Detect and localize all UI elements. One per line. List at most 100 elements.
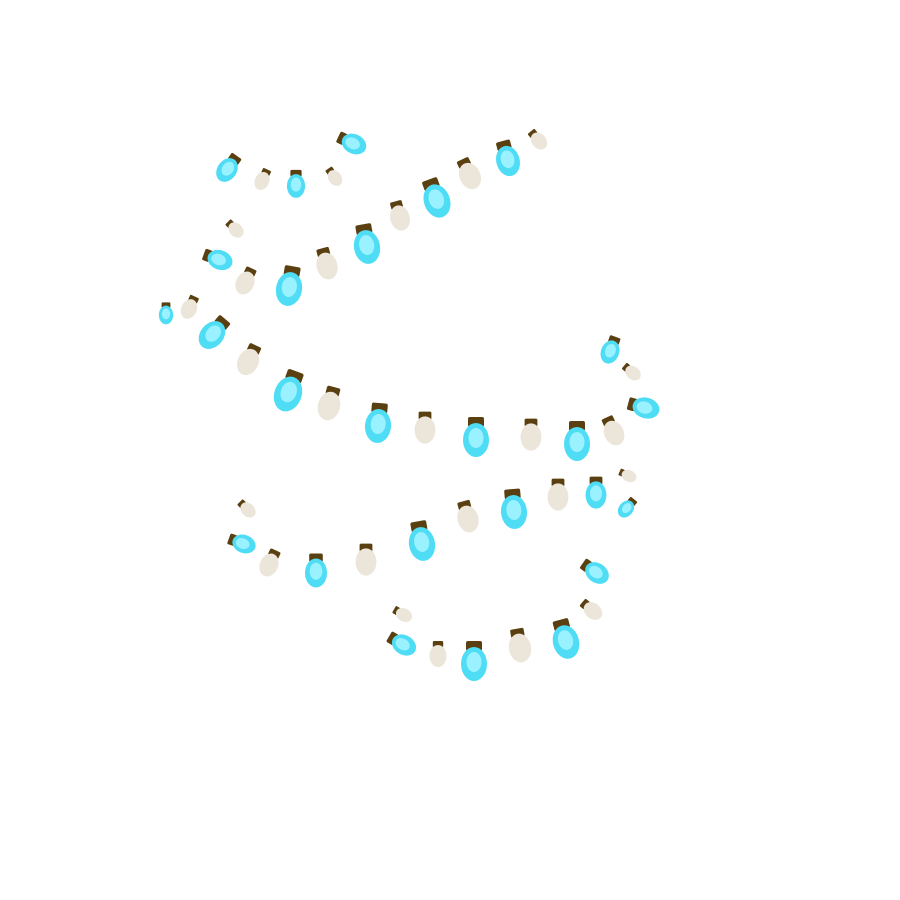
bulb-glass xyxy=(530,132,548,150)
bulb-lit xyxy=(304,553,328,588)
bulb-glass xyxy=(317,391,341,421)
bulb-glass xyxy=(520,423,542,451)
bulb-unlit xyxy=(601,415,625,446)
bulb-unlit xyxy=(520,418,542,451)
bulb-glow-highlight xyxy=(235,538,250,550)
bulb-glass xyxy=(180,299,198,319)
bulb-unlit xyxy=(414,411,436,444)
bulb-lit xyxy=(273,369,304,412)
bulb-socket xyxy=(244,266,257,277)
bulb-unlit xyxy=(236,343,262,376)
bulb-socket xyxy=(225,219,234,228)
bulb-unlit xyxy=(579,598,603,620)
bulb-socket xyxy=(386,631,399,645)
bulb-glow-highlight xyxy=(281,277,297,297)
bulb-unlit xyxy=(180,294,199,319)
bulb-unlit xyxy=(618,468,637,483)
bulb-socket xyxy=(527,128,538,138)
bulb-glow-highlight xyxy=(506,500,522,520)
bulb-glass xyxy=(259,553,279,577)
bulb-glass xyxy=(327,170,343,186)
bulb-unlit xyxy=(429,641,447,668)
bulb-lit xyxy=(461,641,487,681)
bulb-lit xyxy=(600,335,621,364)
bulb-glass xyxy=(458,162,482,190)
bulb-lit xyxy=(463,417,489,457)
bulb-glow-highlight xyxy=(468,428,484,448)
bulb-glass xyxy=(236,348,260,376)
bulb-glow-highlight xyxy=(290,177,302,192)
bulb-unlit xyxy=(456,157,482,190)
bulb-glow-highlight xyxy=(309,562,323,580)
bulb-glass xyxy=(240,502,256,518)
bulb-glass xyxy=(583,602,603,620)
bulb-lit xyxy=(158,302,174,325)
bulb-glass xyxy=(457,505,479,533)
bulb-socket xyxy=(268,548,281,559)
bulb-glow-highlight xyxy=(211,253,226,266)
bulb-unlit xyxy=(259,548,281,577)
bulb-glass xyxy=(603,420,625,446)
light-strand xyxy=(202,219,381,306)
bulb-unlit xyxy=(457,499,479,533)
bulb-glass xyxy=(316,252,338,280)
bulb-unlit xyxy=(622,362,641,381)
bulb-glass xyxy=(508,633,532,663)
bulb-lit xyxy=(564,421,590,461)
bulb-unlit xyxy=(355,543,377,576)
bulb-glow-highlight xyxy=(428,189,445,209)
bulb-glow-highlight xyxy=(500,150,515,169)
bulb-glass xyxy=(235,271,255,295)
bulb-glass xyxy=(390,205,410,231)
bulb-glow-highlight xyxy=(604,343,616,358)
light-strands xyxy=(158,128,660,681)
bulb-lit xyxy=(198,315,231,349)
bulb-glass xyxy=(355,548,377,576)
bulb-lit xyxy=(408,520,436,561)
bulb-socket xyxy=(601,415,615,427)
bulb-lit xyxy=(626,397,660,419)
bulb-socket xyxy=(580,558,592,572)
bulb-glass xyxy=(621,469,637,483)
light-strand xyxy=(158,294,660,461)
bulb-glow-highlight xyxy=(590,485,602,502)
bulb-socket xyxy=(618,468,625,477)
bulb-lit xyxy=(336,131,367,155)
bulb-lit xyxy=(216,153,242,182)
bulb-socket xyxy=(228,153,242,165)
bulb-socket xyxy=(325,166,335,175)
bulb-socket xyxy=(622,362,631,372)
bulb-lit xyxy=(275,265,303,306)
bulb-glow-highlight xyxy=(345,137,360,150)
bulb-socket xyxy=(247,343,262,355)
bulb-unlit xyxy=(392,606,413,623)
bulb-glow-highlight xyxy=(359,235,375,255)
bulb-glass xyxy=(254,172,270,190)
bulb-unlit xyxy=(254,168,271,190)
bulb-socket xyxy=(627,496,638,506)
bulb-lit xyxy=(552,618,580,659)
bulb-unlit xyxy=(317,385,341,421)
bulb-lit xyxy=(364,402,392,443)
bulb-glass xyxy=(625,365,641,381)
bulb-lit xyxy=(286,169,306,198)
bulb-glow-highlight xyxy=(588,565,603,579)
bulb-lit xyxy=(500,488,528,529)
bulb-unlit xyxy=(237,499,256,518)
bulb-lit xyxy=(386,631,417,656)
bulb-unlit xyxy=(325,166,343,186)
bulb-unlit xyxy=(508,627,532,663)
bulb-glass xyxy=(429,644,447,668)
bulb-glow-highlight xyxy=(636,401,653,414)
bulb-glow-highlight xyxy=(205,325,221,342)
bulb-lit xyxy=(353,223,381,264)
bulb-socket xyxy=(214,315,231,330)
bulb-lit xyxy=(422,177,451,218)
bulb-lit xyxy=(202,248,233,271)
bulb-socket xyxy=(392,606,401,615)
light-strand xyxy=(227,468,638,588)
bulb-glow-highlight xyxy=(370,414,386,434)
bulb-glow-highlight xyxy=(557,630,574,650)
